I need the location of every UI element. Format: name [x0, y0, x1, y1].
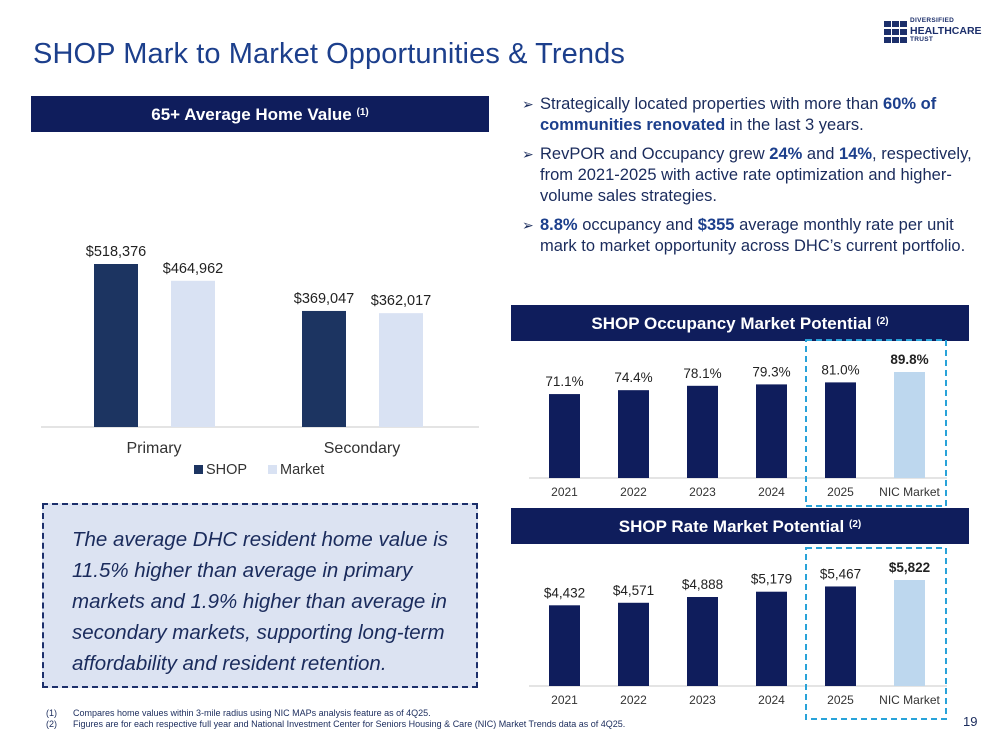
logo-line-2: HEALTHCARE	[910, 24, 982, 37]
company-logo: DIVERSIFIED HEALTHCARE TRUST	[884, 17, 990, 47]
bar-2023	[687, 597, 718, 686]
bar-shop-secondary	[302, 310, 346, 427]
legend-swatch	[194, 465, 203, 474]
bullet-list: ➢ Strategically located properties with …	[522, 94, 972, 265]
page-number: 19	[963, 714, 978, 729]
bar-market-secondary	[379, 313, 423, 427]
bullet-item: ➢ RevPOR and Occupancy grew 24% and 14%,…	[522, 145, 972, 205]
category-label: 2021	[551, 693, 578, 707]
bar-nic-market	[894, 372, 925, 478]
arrow-bullet-icon: ➢	[522, 146, 534, 162]
data-label: $5,179	[751, 572, 792, 587]
logo-line-1: DIVERSIFIED	[910, 17, 955, 24]
category-label: 2022	[620, 693, 647, 707]
category-label: 2023	[689, 485, 716, 499]
category-label: Secondary	[324, 440, 401, 457]
arrow-bullet-icon: ➢	[522, 96, 534, 112]
bar-2025	[825, 382, 856, 478]
occupancy-header-text: SHOP Occupancy Market Potential	[591, 314, 872, 333]
data-label: 78.1%	[683, 366, 721, 381]
arrow-bullet-icon: ➢	[522, 217, 534, 233]
bar-2021	[549, 605, 580, 686]
category-label: NIC Market	[879, 693, 940, 707]
category-label: 2025	[827, 485, 854, 499]
bar-2024	[756, 384, 787, 478]
footnote: (1) Compares home values within 3-mile ra…	[46, 708, 431, 718]
category-label: 2024	[758, 485, 785, 499]
data-label: $369,047	[294, 291, 354, 307]
data-label: 79.3%	[752, 364, 790, 379]
occupancy-header-note: (2)	[876, 316, 889, 327]
data-label: 81.0%	[821, 362, 859, 377]
data-label: $5,822	[889, 560, 930, 575]
data-label: 71.1%	[545, 374, 583, 389]
home-value-header: 65+ Average Home Value (1)	[31, 96, 489, 132]
occupancy-header: SHOP Occupancy Market Potential (2)	[511, 305, 969, 341]
legend-label: SHOP	[206, 462, 247, 478]
home-value-header-text: 65+ Average Home Value	[151, 105, 352, 124]
data-label: 74.4%	[614, 370, 652, 385]
highlight-box	[805, 547, 947, 720]
category-label: 2021	[551, 485, 578, 499]
legend-swatch	[268, 465, 277, 474]
bar-2025	[825, 586, 856, 686]
rate-header: SHOP Rate Market Potential (2)	[511, 508, 969, 544]
bar-2021	[549, 394, 580, 478]
data-label: 89.8%	[890, 352, 928, 367]
category-label: 2022	[620, 485, 647, 499]
legend-label: Market	[280, 462, 324, 478]
bar-2024	[756, 591, 787, 686]
page-title: SHOP Mark to Market Opportunities & Tren…	[33, 38, 625, 70]
data-label: $4,888	[682, 577, 723, 592]
home-value-header-note: (1)	[356, 107, 369, 118]
bar-2022	[618, 390, 649, 478]
data-label: $518,376	[86, 244, 146, 260]
occupancy-chart: 71.1% 2021 74.4% 2022 78.1% 2023 79.3% 2024 81.0…	[529, 339, 947, 507]
category-label: 2025	[827, 693, 854, 707]
category-label: 2024	[758, 693, 785, 707]
logo-grid-icon	[884, 21, 908, 43]
rate-header-text: SHOP Rate Market Potential	[618, 517, 845, 536]
callout-box: The average DHC resident home value is 1…	[42, 503, 478, 688]
callout-text: The average DHC resident home value is 1…	[72, 528, 449, 675]
bar-shop-primary	[94, 264, 138, 427]
footnote: (2) Figures are for each respective full …	[46, 719, 626, 729]
category-label: 2023	[689, 693, 716, 707]
bullet-item: ➢ 8.8% occupancy and $355 average monthl…	[522, 216, 966, 255]
bullet-item: ➢ Strategically located properties with …	[522, 95, 937, 134]
bar-2022	[618, 602, 649, 686]
category-label: Primary	[126, 440, 181, 457]
highlight-box	[805, 339, 947, 507]
data-label: $4,432	[544, 585, 585, 600]
category-label: NIC Market	[879, 485, 940, 499]
bar-market-primary	[171, 280, 215, 427]
data-label: $4,571	[613, 583, 654, 598]
rate-chart: $4,432 2021 $4,571 2022 $4,888 2023 $5,179 2024…	[529, 547, 947, 720]
data-label: $5,467	[820, 566, 861, 581]
home-value-chart: $518,376 $464,962 Primary $369,047 $362,017 S…	[41, 244, 479, 478]
bar-nic-market	[894, 580, 925, 686]
data-label: $464,962	[163, 261, 223, 277]
bar-2023	[687, 385, 718, 478]
rate-header-note: (2)	[848, 519, 862, 530]
footnotes: (1) Compares home values within 3-mile ra…	[46, 708, 625, 730]
data-label: $362,017	[371, 293, 431, 309]
logo-line-3: TRUST	[910, 36, 934, 43]
